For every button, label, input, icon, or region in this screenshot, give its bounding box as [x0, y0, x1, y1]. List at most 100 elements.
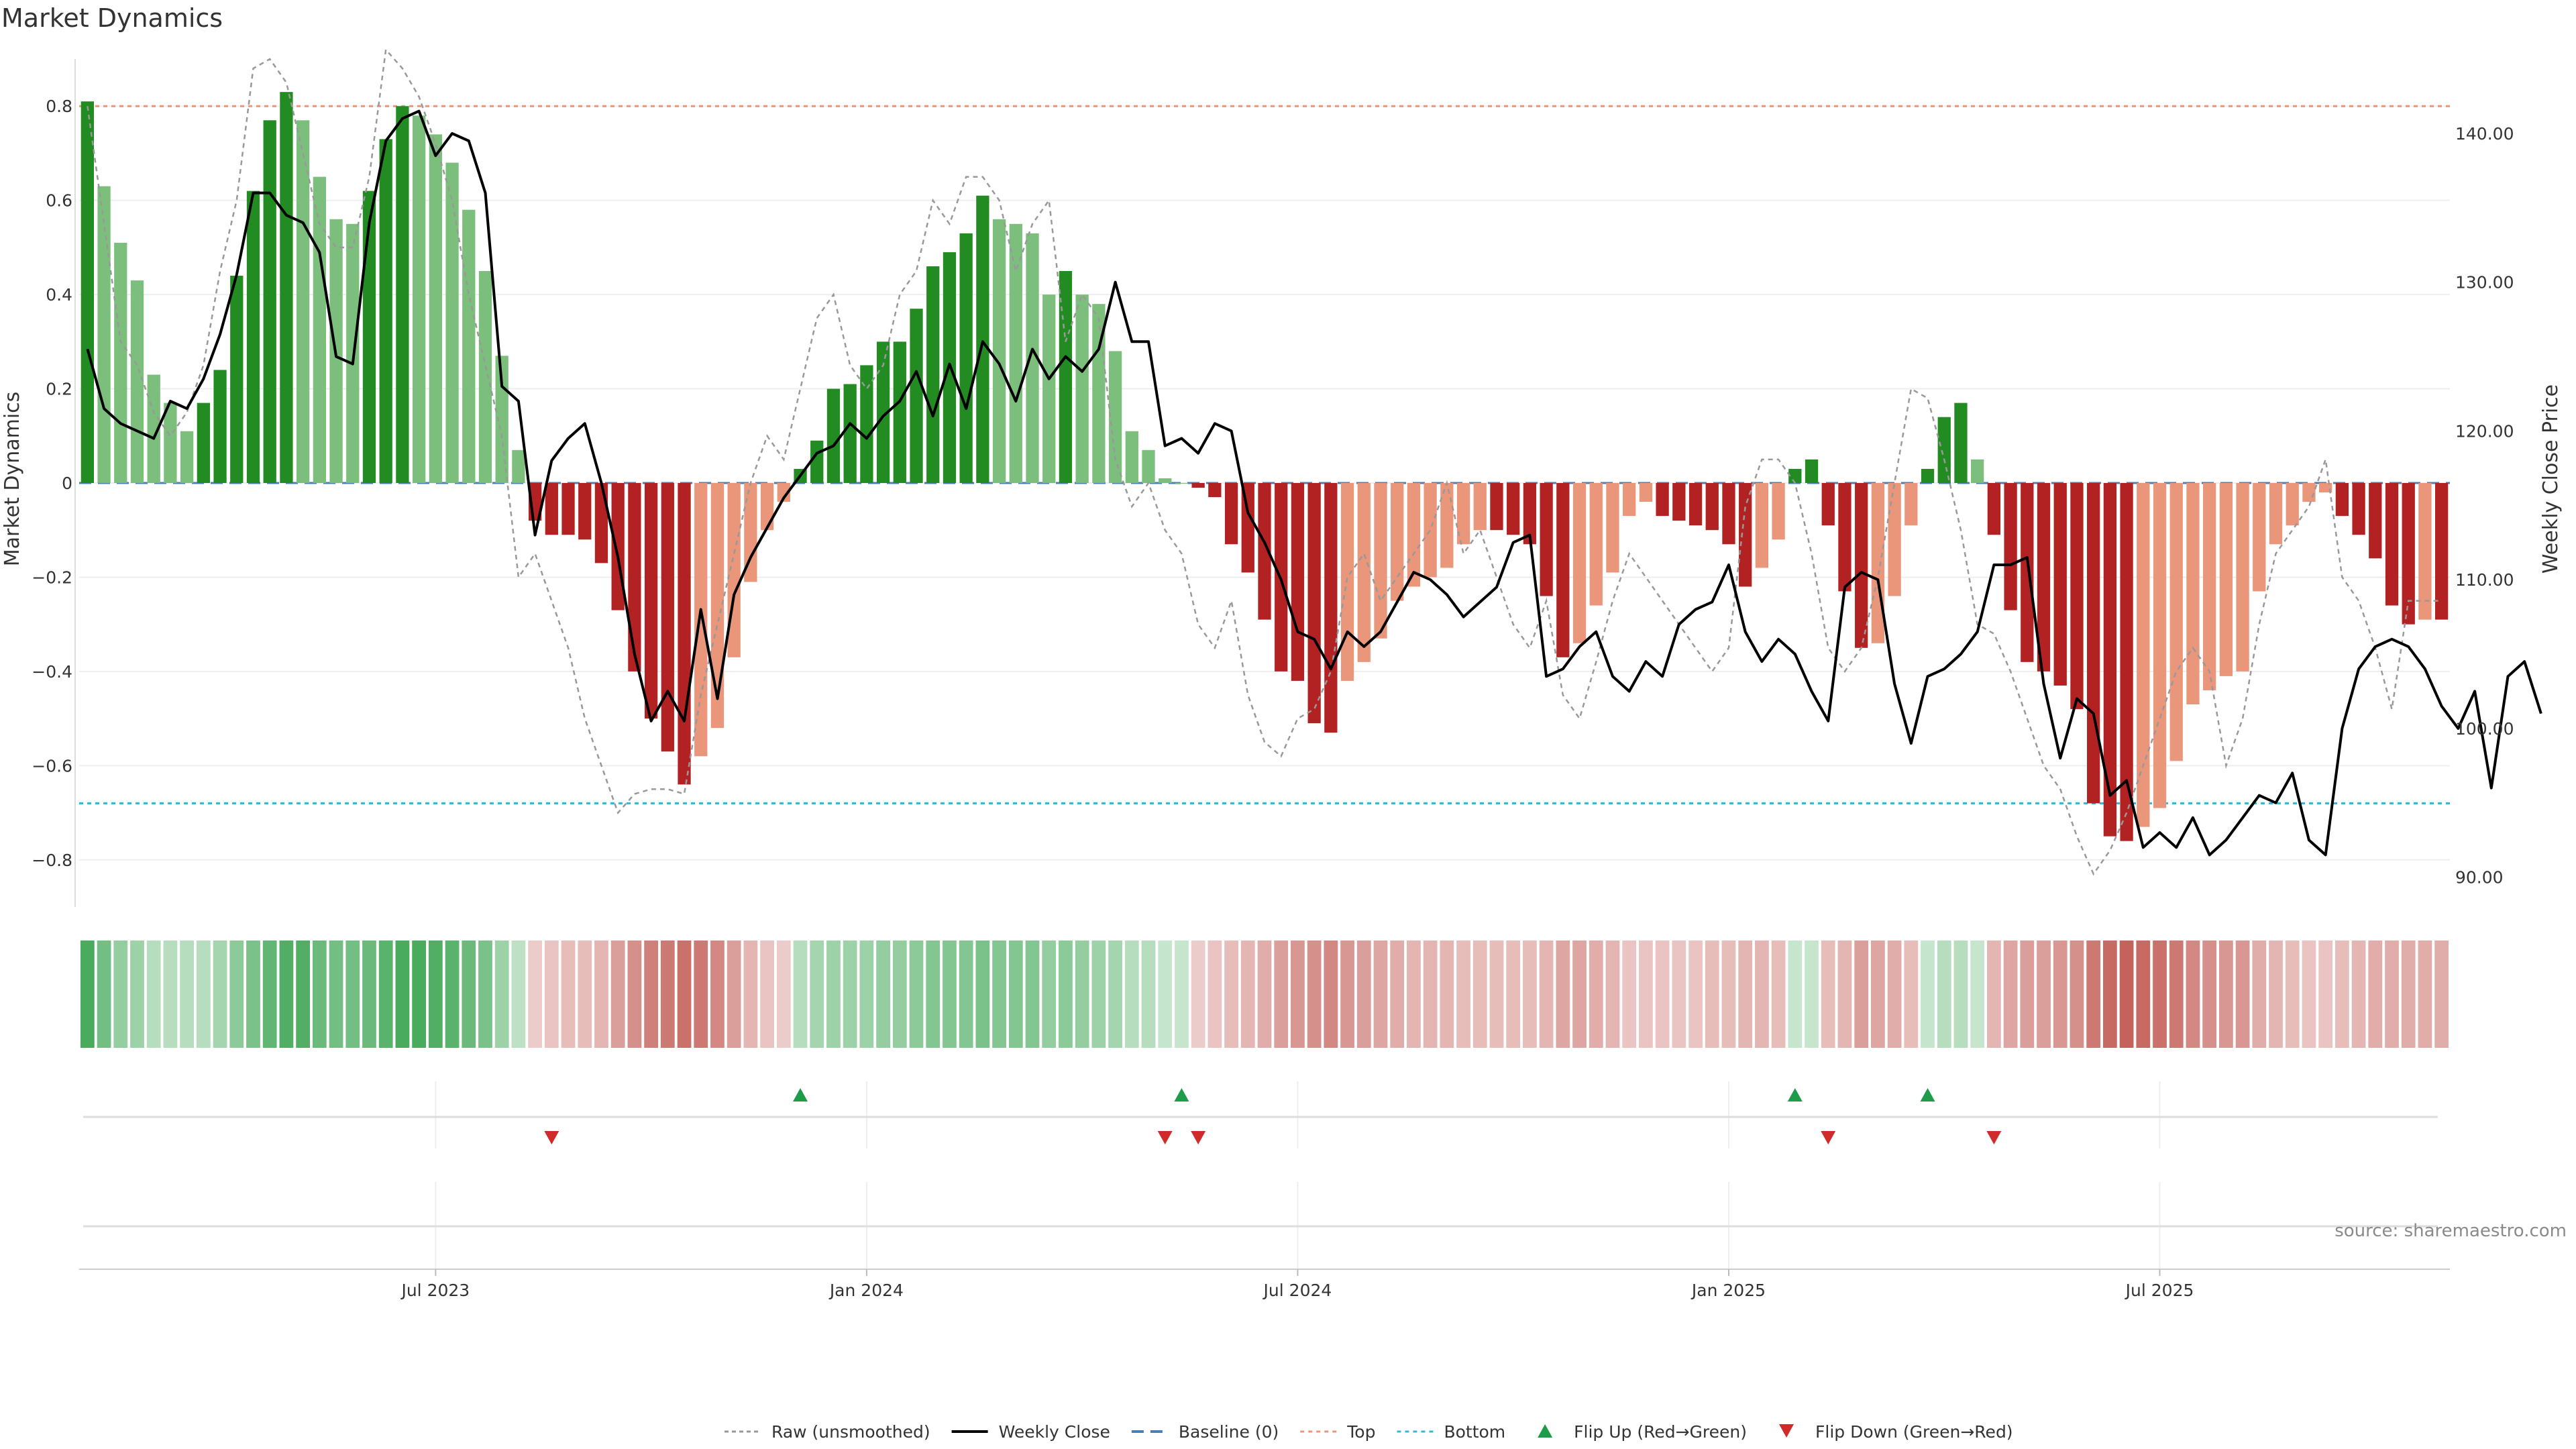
flip-up-marker [793, 1088, 808, 1102]
bar [678, 483, 691, 785]
bar [661, 483, 674, 752]
heat-cell [1539, 941, 1554, 1048]
heat-cell [694, 941, 708, 1048]
heat-cell [1440, 941, 1454, 1048]
heat-cell [494, 941, 509, 1048]
heat-cell [2269, 941, 2283, 1048]
bar [1772, 483, 1785, 540]
heat-cell [97, 941, 111, 1048]
heat-cell [1240, 941, 1255, 1048]
bar [959, 233, 973, 483]
bar [1572, 483, 1587, 643]
heat-cell [428, 941, 443, 1048]
heat-cell [2334, 941, 2349, 1048]
bar [2302, 483, 2316, 502]
heat-cell [1423, 941, 1438, 1048]
bar [2103, 483, 2117, 837]
heat-cell [1124, 941, 1139, 1048]
y-axis-label: Market Dynamics [1, 392, 24, 567]
heat-cell [262, 941, 277, 1048]
heat-cell [511, 941, 526, 1048]
bar [1108, 351, 1122, 483]
y-tick-label: −0.8 [32, 851, 72, 870]
bar [992, 219, 1006, 483]
y2-tick-label: 140.00 [2455, 124, 2514, 144]
heat-cell [1523, 941, 1537, 1048]
bar [2037, 483, 2051, 672]
bar [478, 271, 492, 483]
bar [694, 483, 708, 757]
bar [893, 341, 906, 483]
heat-cell [2070, 941, 2084, 1048]
heat-cell [1141, 941, 1156, 1048]
heat-cell [843, 941, 857, 1048]
heat-cell [1589, 941, 1603, 1048]
bar [313, 176, 326, 483]
heat-cell [660, 941, 675, 1048]
bar [180, 431, 194, 483]
x-tick-label: Jan 2024 [828, 1281, 904, 1300]
bar [1092, 304, 1106, 483]
bar [1307, 483, 1321, 724]
heat-cell [1937, 941, 1951, 1048]
heat-cell [876, 941, 890, 1048]
bar [2087, 483, 2100, 804]
heat-cell [528, 941, 542, 1048]
bar [1324, 483, 1338, 733]
heat-cell [462, 941, 476, 1048]
heat-cell [1008, 941, 1023, 1048]
heat-cell [1175, 941, 1189, 1048]
y2-axis-label: Weekly Close Price [2539, 384, 2563, 574]
bar [2352, 483, 2365, 535]
bar [760, 483, 774, 531]
heat-cell [1987, 941, 2001, 1048]
bar [1523, 483, 1537, 545]
bar [1656, 483, 1669, 517]
chart-title: Market Dynamics [1, 3, 223, 33]
heat-cell [80, 941, 95, 1048]
heat-cell [1639, 941, 1653, 1048]
bar [744, 483, 757, 582]
bar [594, 483, 608, 564]
heat-cell [1075, 941, 1089, 1048]
heat-cell [2169, 941, 2184, 1048]
bar [1208, 483, 1222, 498]
heat-cell [1456, 941, 1470, 1048]
heat-cell [1489, 941, 1504, 1048]
heat-cell [710, 941, 724, 1048]
bar [1589, 483, 1603, 606]
heat-cell [727, 941, 741, 1048]
bar [1440, 483, 1454, 568]
flip-down-marker [1157, 1131, 1173, 1144]
bar [2169, 483, 2183, 761]
y-tick-label: 0.2 [46, 380, 72, 399]
heat-cell [1672, 941, 1686, 1048]
bar [1623, 483, 1636, 517]
heat-cell [2418, 941, 2432, 1048]
heat-cell [1805, 941, 1819, 1048]
heat-cell [246, 941, 260, 1048]
bar [246, 191, 260, 483]
legend-item: Top [1300, 1422, 1375, 1442]
legend-item: Raw (unsmoothed) [724, 1422, 930, 1442]
bar [1456, 483, 1470, 545]
bar [2236, 483, 2249, 672]
heat-cell [1472, 941, 1487, 1048]
bar [826, 388, 841, 483]
heat-cell [1191, 941, 1205, 1048]
bar [1407, 483, 1421, 587]
bar [628, 483, 641, 672]
legend-item: Baseline (0) [1131, 1422, 1279, 1442]
y2-axis-ticks: 140.00 130.00 120.00 110.00 100.00 90.00 [2455, 124, 2514, 888]
bar [860, 365, 873, 483]
y-tick-label: −0.2 [32, 568, 72, 587]
heat-cell [1572, 941, 1587, 1048]
bar [2004, 483, 2017, 610]
heat-cell [1108, 941, 1122, 1048]
flip-up-marker [1920, 1088, 1935, 1102]
bar [1009, 223, 1022, 483]
bar [1672, 483, 1686, 521]
bar [1142, 449, 1155, 483]
y2-tick-label: 110.00 [2455, 570, 2514, 590]
